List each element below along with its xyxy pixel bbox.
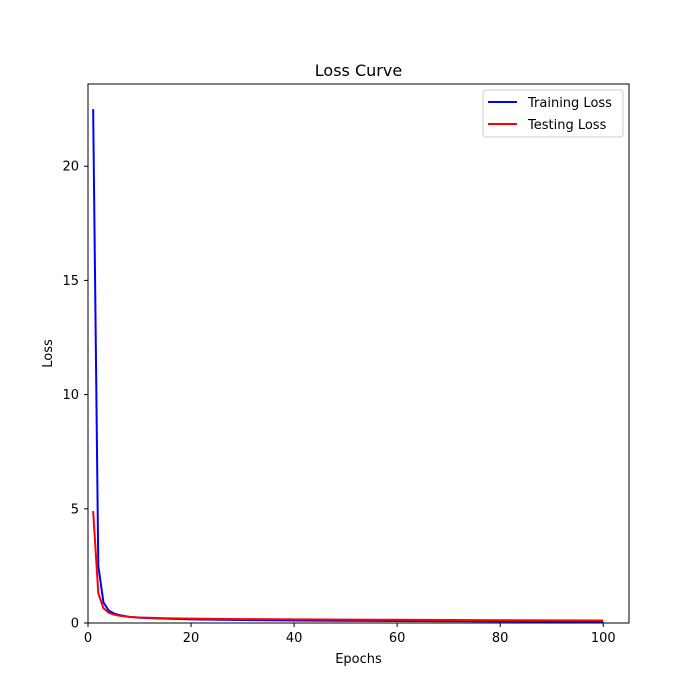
- x-tick-label: 0: [84, 631, 92, 646]
- plot-lines: [92, 109, 604, 623]
- y-tick-label: 15: [62, 274, 79, 289]
- x-axis-label: Epochs: [335, 652, 382, 667]
- y-axis: 0 5 10 15 20: [62, 160, 88, 632]
- x-tick-label: 20: [183, 631, 200, 646]
- x-tick-label: 100: [591, 631, 616, 646]
- y-tick-label: 20: [62, 160, 79, 175]
- legend: Training Loss Testing Loss: [482, 89, 624, 138]
- x-tick-label: 60: [389, 631, 406, 646]
- y-axis-label: Loss: [41, 339, 56, 368]
- y-tick-label: 0: [71, 617, 79, 632]
- chart-title: Loss Curve: [315, 61, 402, 80]
- x-axis: 0 20 40 60 80 100: [84, 623, 616, 646]
- y-tick-label: 10: [62, 388, 79, 403]
- legend-label-testing-loss: Testing Loss: [527, 118, 607, 133]
- series-line-testing-loss: [92, 511, 604, 622]
- x-tick-label: 40: [286, 631, 303, 646]
- x-tick-label: 80: [492, 631, 509, 646]
- legend-label-training-loss: Training Loss: [527, 96, 612, 111]
- y-tick-label: 5: [71, 502, 79, 517]
- plot-frame: [87, 83, 630, 624]
- legend-box: [482, 89, 624, 138]
